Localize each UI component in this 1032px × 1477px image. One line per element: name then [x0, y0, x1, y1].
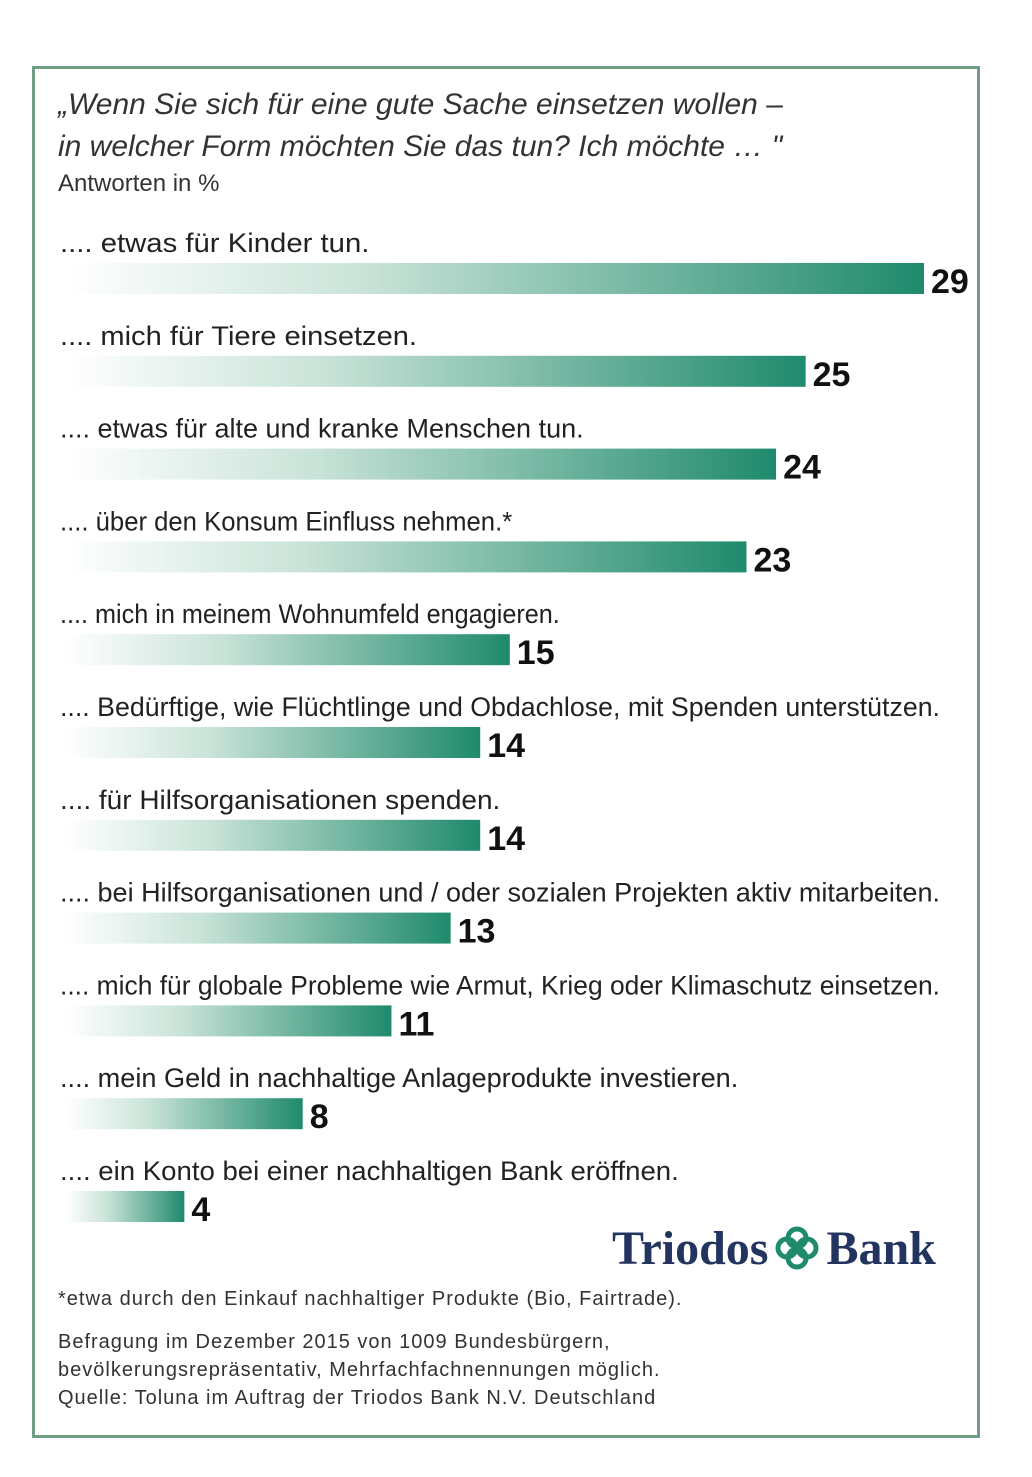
- bar: [66, 727, 481, 758]
- bar-label: .... mich für globale Probleme wie Armut…: [60, 970, 940, 1000]
- bar-value-label: 11: [398, 1005, 434, 1043]
- bar-value-label: 14: [487, 820, 525, 858]
- chart-subtitle: Antworten in %: [58, 170, 220, 197]
- bar-value-label: 15: [517, 634, 555, 672]
- source-line-1: Befragung im Dezember 2015 von 1009 Bund…: [58, 1331, 611, 1353]
- bar: [66, 541, 747, 573]
- chart-title-line-1: „Wenn Sie sich für eine gute Sache einse…: [58, 88, 783, 121]
- source-note: Befragung im Dezember 2015 von 1009 Bund…: [58, 1328, 661, 1412]
- chart-title: „Wenn Sie sich für eine gute Sache einse…: [58, 84, 958, 168]
- bar-label: .... über den Konsum Einfluss nehmen.*: [60, 506, 513, 536]
- bar-label: .... mich für Tiere einsetzen.: [60, 321, 417, 351]
- bar-value-label: 29: [931, 263, 969, 301]
- bars-group: .... etwas für Kinder tun. 29 .... mich fü…: [60, 228, 969, 1229]
- bar-label: .... bei Hilfsorganisationen und / oder …: [60, 878, 940, 908]
- bar-value-label: 25: [813, 356, 851, 394]
- bar-value-label: 8: [310, 1098, 329, 1136]
- bar-label: .... etwas für Kinder tun.: [60, 228, 369, 258]
- bar-value-label: 24: [783, 449, 821, 487]
- logo-text-left: Triodos: [612, 1221, 769, 1275]
- chart-title-line-2: in welcher Form möchten Sie das tun? Ich…: [58, 130, 783, 163]
- source-line-2: bevölkerungsrepräsentativ, Mehrfachfachn…: [58, 1359, 661, 1381]
- bar-label: .... für Hilfsorganisationen spenden.: [60, 785, 500, 815]
- bar-label: .... Bedürftige, wie Flüchtlinge und Obd…: [60, 692, 940, 722]
- source-line-3: Quelle: Toluna im Auftrag der Triodos Ba…: [58, 1387, 657, 1409]
- bar-value-label: 13: [458, 913, 496, 951]
- bar: [66, 1191, 185, 1222]
- bar-label: .... etwas für alte und kranke Menschen …: [60, 414, 584, 444]
- bar: [66, 448, 777, 480]
- logo-text-right: Bank: [826, 1221, 936, 1275]
- bar: [66, 355, 806, 387]
- bar: [66, 819, 481, 851]
- triodos-emblem-icon: [775, 1226, 819, 1270]
- footnote: *etwa durch den Einkauf nachhaltiger Pro…: [58, 1288, 683, 1310]
- bar-label: .... ein Konto bei einer nachhaltigen Ba…: [60, 1156, 679, 1186]
- bar: [66, 634, 510, 666]
- bar: [66, 1005, 392, 1037]
- bar-label: .... mich in meinem Wohnumfeld engagiere…: [60, 599, 560, 629]
- bar-value-label: 23: [753, 541, 791, 579]
- bar-value-label: 4: [191, 1191, 210, 1229]
- bar: [66, 1098, 303, 1130]
- bar: [66, 912, 451, 944]
- bar-value-label: 14: [487, 727, 525, 765]
- triodos-bank-logo: Triodos Bank: [612, 1218, 936, 1278]
- bar: [66, 263, 924, 294]
- bar-label: .... mein Geld in nachhaltige Anlageprod…: [60, 1063, 738, 1093]
